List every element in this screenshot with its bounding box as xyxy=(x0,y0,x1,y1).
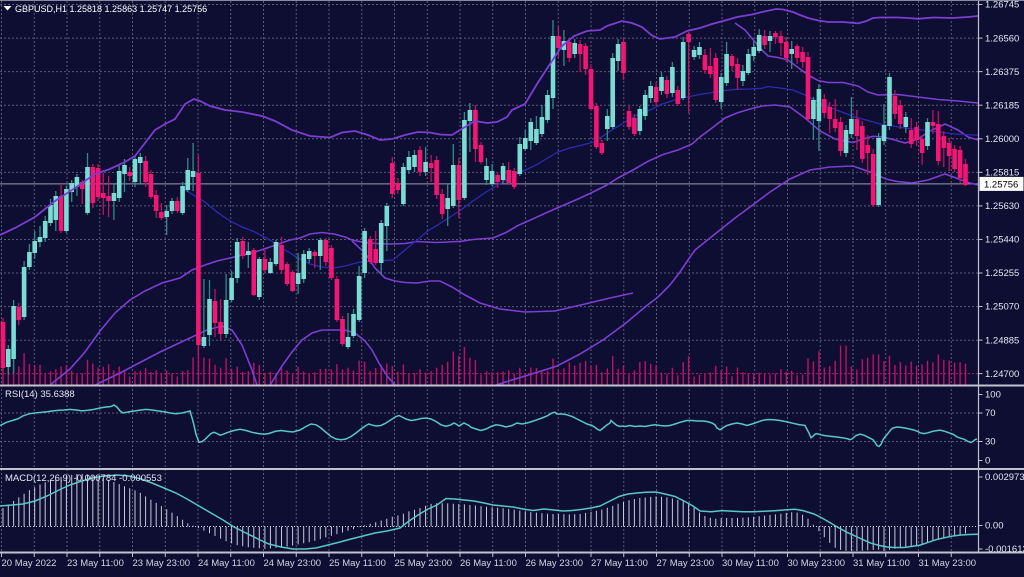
svg-text:26 May 11:00: 26 May 11:00 xyxy=(460,558,517,569)
svg-text:1.26185: 1.26185 xyxy=(985,100,1019,111)
svg-text:1.26375: 1.26375 xyxy=(985,67,1019,78)
svg-text:1.25630: 1.25630 xyxy=(985,201,1019,212)
svg-text:23 May 11:00: 23 May 11:00 xyxy=(67,558,124,569)
svg-text:-0.001613: -0.001613 xyxy=(985,544,1024,555)
svg-text:31 May 23:00: 31 May 23:00 xyxy=(919,558,977,569)
svg-text:30 May 23:00: 30 May 23:00 xyxy=(788,558,846,569)
svg-text:1.25070: 1.25070 xyxy=(985,302,1019,313)
svg-text:1.25440: 1.25440 xyxy=(985,235,1019,246)
svg-text:GBPUSD,H1 1.25818 1.25863 1.2: GBPUSD,H1 1.25818 1.25863 1.25747 1.2575… xyxy=(15,4,207,14)
svg-text:1.24700: 1.24700 xyxy=(985,369,1019,380)
svg-text:1.26000: 1.26000 xyxy=(985,134,1019,145)
svg-text:RSI(14) 35.6388: RSI(14) 35.6388 xyxy=(5,389,75,400)
svg-text:70: 70 xyxy=(985,408,996,419)
svg-text:0.00: 0.00 xyxy=(985,521,1004,532)
svg-text:25 May 23:00: 25 May 23:00 xyxy=(395,558,453,569)
svg-text:1.26560: 1.26560 xyxy=(985,33,1019,44)
svg-text:30 May 11:00: 30 May 11:00 xyxy=(722,558,779,569)
svg-text:31 May 11:00: 31 May 11:00 xyxy=(853,558,910,569)
svg-text:24 May 23:00: 24 May 23:00 xyxy=(264,558,322,569)
svg-text:1.25255: 1.25255 xyxy=(985,268,1019,279)
svg-text:27 May 11:00: 27 May 11:00 xyxy=(591,558,648,569)
svg-text:25 May 11:00: 25 May 11:00 xyxy=(329,558,386,569)
svg-text:MACD(12,26,9) -0.000784 -0.000: MACD(12,26,9) -0.000784 -0.000553 xyxy=(5,473,162,484)
svg-text:1.24885: 1.24885 xyxy=(985,335,1019,346)
svg-text:1.26745: 1.26745 xyxy=(985,0,1019,11)
svg-text:30: 30 xyxy=(985,437,996,448)
svg-text:100: 100 xyxy=(985,390,1001,401)
svg-text:26 May 23:00: 26 May 23:00 xyxy=(526,558,584,569)
svg-text:20 May 2022: 20 May 2022 xyxy=(2,558,57,569)
svg-text:23 May 23:00: 23 May 23:00 xyxy=(133,558,191,569)
svg-text:27 May 23:00: 27 May 23:00 xyxy=(657,558,715,569)
svg-text:0.002973: 0.002973 xyxy=(985,472,1024,483)
svg-text:24 May 11:00: 24 May 11:00 xyxy=(198,558,255,569)
svg-text:0: 0 xyxy=(985,456,990,467)
svg-text:1.25815: 1.25815 xyxy=(985,168,1019,179)
svg-text:1.25756: 1.25756 xyxy=(984,180,1018,191)
